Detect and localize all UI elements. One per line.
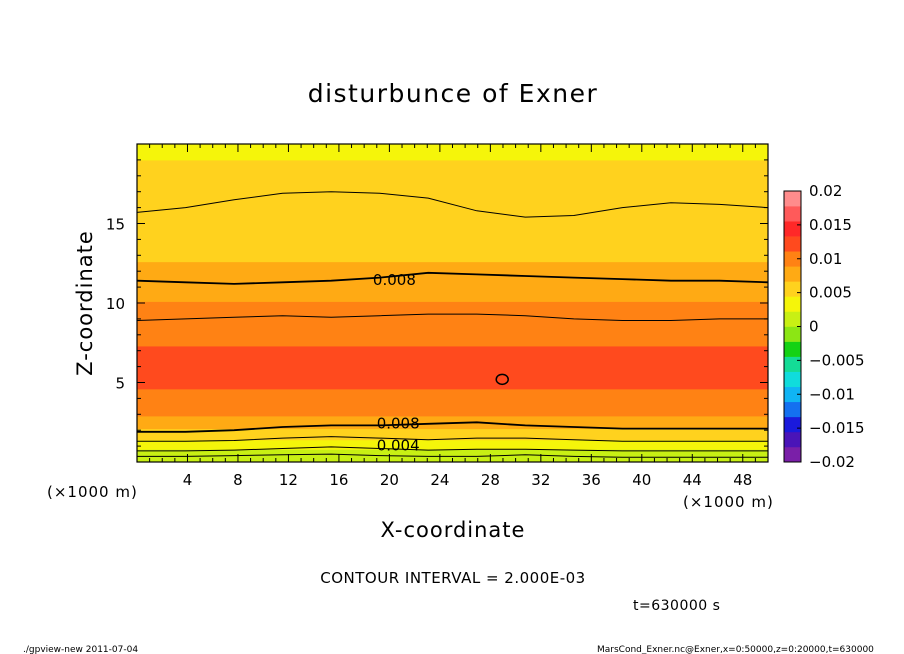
contour-interval-text: CONTOUR INTERVAL = 2.000E-03 bbox=[320, 569, 585, 587]
x-tick-label: 48 bbox=[733, 471, 752, 489]
x-axis-label: X-coordinate bbox=[381, 518, 526, 542]
contour-fill-band bbox=[137, 282, 768, 302]
colorbar-swatch bbox=[784, 416, 801, 433]
colorbar-tick-label: −0.01 bbox=[809, 385, 855, 403]
x-tick-label: 36 bbox=[582, 471, 601, 489]
contour-fill-band bbox=[137, 301, 768, 321]
colorbar-swatch bbox=[784, 371, 801, 388]
contour-fill-band bbox=[137, 261, 768, 283]
colorbar: 0.02 0.015 0.01 0.005 0 −0.005 −0.01 −0.015 −0.0… bbox=[783, 182, 865, 471]
contour-fill-band bbox=[137, 320, 768, 347]
colorbar-swatch bbox=[784, 281, 801, 297]
colorbar-swatch bbox=[784, 326, 801, 342]
contour-label: 0.008 bbox=[373, 271, 416, 289]
colorbar-tick-label: −0.015 bbox=[809, 419, 865, 437]
x-tick-label: 44 bbox=[683, 471, 702, 489]
contour-fill-band bbox=[137, 404, 768, 417]
colorbar-swatch bbox=[784, 266, 801, 282]
colorbar-swatch bbox=[784, 206, 801, 222]
colorbar-tick-label: −0.02 bbox=[809, 453, 855, 471]
colorbar-swatch bbox=[784, 341, 801, 357]
contour-line bbox=[137, 453, 768, 458]
contour-line bbox=[137, 313, 768, 321]
contour-line bbox=[137, 436, 768, 442]
contour-fill-band bbox=[137, 428, 768, 441]
footer-left: ./gpview-new 2011-07-04 bbox=[23, 645, 138, 654]
time-text: t=630000 s bbox=[633, 598, 720, 614]
colorbar-tick-label: 0 bbox=[809, 318, 819, 336]
colorbar-tick-label: 0.005 bbox=[809, 284, 852, 302]
contour-label: 0.008 bbox=[377, 414, 420, 432]
colorbar-swatch bbox=[784, 296, 801, 312]
x-tick-label: 4 bbox=[183, 471, 193, 489]
x-unit-left-label: (×1000 m) bbox=[47, 483, 138, 501]
colorbar-swatch bbox=[784, 221, 801, 237]
x-tick-label: 16 bbox=[329, 471, 348, 489]
x-tick-label: 32 bbox=[531, 471, 550, 489]
x-tick-label: 12 bbox=[279, 471, 298, 489]
chart-title: disturbunce of Exner bbox=[308, 79, 599, 108]
contour-fill-band bbox=[137, 449, 768, 458]
y-tick-label: 10 bbox=[106, 295, 125, 313]
colorbar-swatch bbox=[784, 401, 801, 418]
colorbar-swatch bbox=[784, 386, 801, 403]
contour-line bbox=[137, 421, 768, 433]
x-tick-label: 28 bbox=[481, 471, 500, 489]
colorbar-tick-label: 0.015 bbox=[809, 216, 852, 234]
x-unit-right-label: (×1000 m) bbox=[683, 493, 774, 511]
colorbar-tick-label: 0.02 bbox=[809, 182, 842, 200]
colorbar-swatch bbox=[784, 236, 801, 252]
contour-fill-band bbox=[137, 388, 768, 406]
contour-fill-band bbox=[137, 345, 768, 390]
footer-right: MarsCond_Exner.nc@Exner,x=0:50000,z=0:20… bbox=[597, 645, 874, 654]
x-tick-label: 20 bbox=[380, 471, 399, 489]
contour-line bbox=[137, 191, 768, 218]
colorbar-tick-label: −0.005 bbox=[809, 351, 865, 369]
contour-fill-band bbox=[137, 439, 768, 450]
contour-line bbox=[137, 271, 768, 285]
contour-fill-band bbox=[137, 144, 768, 161]
x-tick-label: 40 bbox=[632, 471, 651, 489]
y-tick-label: 5 bbox=[115, 375, 125, 393]
contour-line bbox=[137, 446, 768, 452]
contour-label: 0.004 bbox=[377, 437, 420, 455]
y-tick-label: 15 bbox=[106, 216, 125, 234]
contour-fill-band bbox=[137, 183, 768, 224]
colorbar-swatch bbox=[784, 431, 801, 448]
contour-fill-band bbox=[137, 223, 768, 263]
y-axis-label: Z-coordinate bbox=[73, 230, 97, 376]
colorbar-swatch bbox=[784, 191, 801, 207]
contour-fill-band bbox=[137, 159, 768, 185]
contour-closed-loop bbox=[495, 373, 509, 386]
colorbar-swatch bbox=[784, 251, 801, 267]
colorbar-swatch bbox=[784, 446, 801, 463]
x-tick-label: 8 bbox=[233, 471, 243, 489]
colorbar-swatch bbox=[784, 311, 801, 327]
x-tick-label: 24 bbox=[430, 471, 449, 489]
colorbar-swatch bbox=[784, 356, 801, 372]
colorbar-tick-label: 0.01 bbox=[809, 250, 842, 268]
